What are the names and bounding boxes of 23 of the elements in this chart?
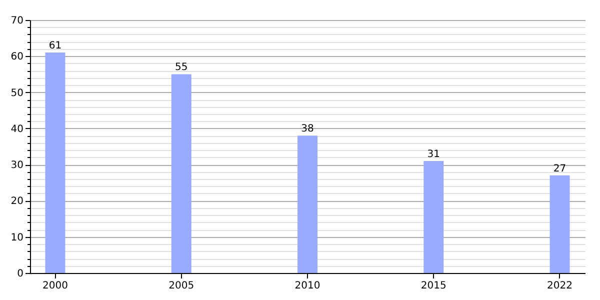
x-tick-label: 2005 xyxy=(168,280,194,292)
bar xyxy=(298,136,318,273)
bar xyxy=(550,175,570,273)
data-label: 31 xyxy=(427,148,440,160)
x-tick-label: 2010 xyxy=(294,280,320,292)
y-tick-label: 30 xyxy=(10,160,24,172)
y-tick-label: 40 xyxy=(10,124,24,135)
bar xyxy=(424,160,444,273)
y-tick-label: 10 xyxy=(10,232,24,244)
x-tick-label: 2000 xyxy=(42,280,68,292)
x-tick-label: 2022 xyxy=(547,280,572,292)
y-tick-label: 20 xyxy=(10,196,24,208)
y-tick-label: 60 xyxy=(10,52,24,63)
data-label: 55 xyxy=(174,62,188,74)
data-label: 38 xyxy=(301,124,314,135)
y-tick-label: 70 xyxy=(10,16,24,26)
y-tick-label: 50 xyxy=(10,88,24,99)
bar xyxy=(45,52,66,273)
x-tick-label: 2015 xyxy=(420,280,446,292)
data-label: 61 xyxy=(48,40,62,52)
y-tick-label: 0 xyxy=(17,268,24,280)
bar xyxy=(171,74,192,273)
data-label: 27 xyxy=(553,163,566,174)
